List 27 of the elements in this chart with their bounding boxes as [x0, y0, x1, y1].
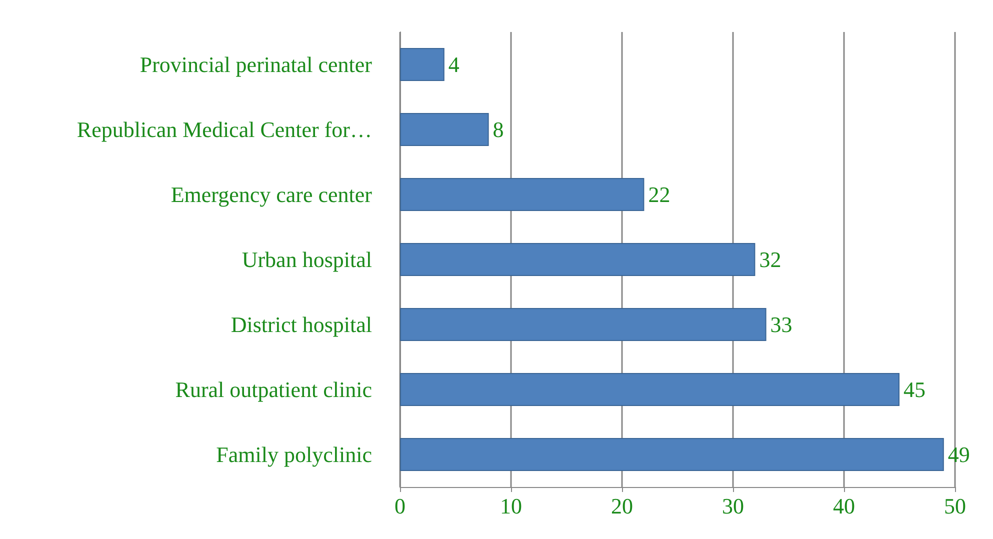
y-tick-label: Republican Medical Center for…	[76, 117, 372, 142]
x-tick-label: 40	[833, 494, 855, 518]
y-tick-label: Family polyclinic	[216, 442, 372, 467]
y-tick-label: Urban hospital	[242, 247, 372, 272]
x-tick-label: 50	[944, 494, 966, 518]
x-tick-label: 10	[500, 494, 522, 518]
x-tick-label: 0	[394, 494, 406, 518]
y-tick-label: District hospital	[230, 312, 372, 337]
bar	[400, 178, 644, 211]
bar	[400, 373, 900, 406]
bar	[400, 113, 489, 146]
x-tick-label: 20	[611, 494, 633, 518]
data-label: 33	[770, 312, 792, 337]
data-label: 22	[648, 182, 670, 207]
bar	[400, 308, 766, 341]
y-tick-label: Provincial perinatal center	[140, 52, 373, 77]
data-label: 45	[904, 377, 926, 402]
bar	[400, 48, 444, 81]
x-tick-label: 30	[722, 494, 744, 518]
y-tick-label: Emergency care center	[170, 182, 373, 207]
data-label: 4	[448, 52, 460, 77]
data-label: 8	[492, 117, 504, 142]
data-label: 32	[759, 247, 782, 272]
bar	[400, 243, 756, 276]
data-label: 49	[948, 442, 970, 467]
y-tick-label: Rural outpatient clinic	[175, 377, 372, 402]
bar	[400, 438, 944, 471]
